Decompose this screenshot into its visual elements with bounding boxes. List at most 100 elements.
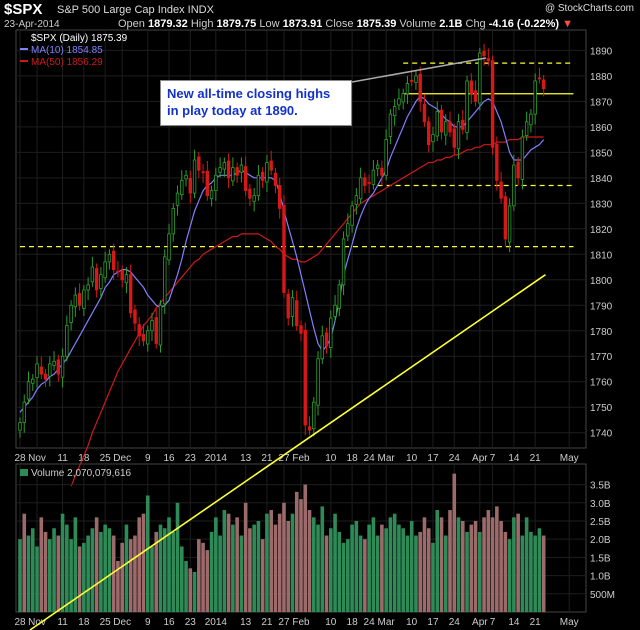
candle-body	[167, 233, 171, 261]
volume-bar	[35, 546, 39, 612]
candle-body	[414, 75, 418, 83]
volume-bar	[133, 535, 137, 612]
candle-body	[333, 304, 337, 317]
date-axis-label: 16	[163, 453, 175, 464]
candle-body	[48, 363, 52, 377]
candle-body	[354, 195, 359, 205]
candle-body	[350, 205, 354, 226]
date-axis-label: 9	[145, 453, 151, 464]
candle-body	[18, 422, 22, 431]
candle-body	[260, 171, 265, 181]
candle-body	[201, 171, 205, 174]
volume-bar	[316, 524, 320, 612]
volume-bar	[77, 546, 82, 612]
open-label: Open	[118, 18, 145, 30]
candle-body	[435, 111, 439, 137]
candle-body	[35, 363, 39, 379]
date-axis-label: 18	[347, 617, 359, 628]
volume-bar	[235, 517, 239, 612]
price-axis-label: 1770	[590, 352, 613, 363]
candle-body	[26, 381, 31, 400]
date-axis-label: 13	[240, 617, 252, 628]
volume-bar	[30, 528, 35, 612]
volume-bar	[222, 510, 227, 612]
volume-bar	[90, 528, 95, 612]
date-axis-label: 10	[325, 617, 337, 628]
volume-bar	[269, 510, 273, 612]
volume-bar	[541, 535, 546, 612]
price-axis-label: 1860	[590, 123, 613, 134]
trendline	[29, 274, 546, 630]
candle-body	[124, 274, 129, 284]
volume-bar	[358, 535, 363, 612]
candle-body	[346, 223, 350, 237]
price-axis-label: 1820	[590, 225, 613, 236]
symbol-title: $SPX	[4, 1, 43, 18]
price-axis-label: 1800	[590, 276, 613, 287]
volume-bar	[282, 502, 286, 612]
candle-body	[397, 98, 401, 106]
candle-body	[312, 401, 316, 430]
candle-body	[248, 188, 252, 199]
date-axis-label: 7	[490, 617, 496, 628]
candle-body	[94, 268, 99, 291]
candle-body	[307, 426, 312, 431]
candle-body	[39, 366, 43, 375]
volume-bar	[401, 528, 405, 612]
candle-body	[503, 196, 508, 240]
volume-bar	[320, 506, 325, 612]
candle-body	[175, 192, 180, 206]
date-axis-label: 23	[185, 617, 197, 628]
date-axis-label: Nov	[28, 617, 46, 628]
candle-body	[465, 80, 469, 133]
volume-axis-label: 2.0B	[590, 535, 611, 546]
volume-bar	[218, 535, 222, 612]
candle-body	[103, 261, 107, 279]
candle-body	[533, 80, 537, 115]
date-axis-label: 13	[240, 453, 252, 464]
volume-bar	[94, 517, 99, 612]
volume-bar	[56, 535, 61, 612]
candle-body	[128, 274, 133, 314]
date-axis-label: 7	[490, 453, 496, 464]
volume-bar	[384, 528, 388, 612]
price-axis-label: 1780	[590, 327, 613, 338]
candle-body	[537, 77, 542, 80]
date-axis-label: 27	[278, 617, 290, 628]
volume-bar	[503, 531, 508, 612]
candle-body	[154, 317, 158, 344]
candle-body	[252, 195, 256, 202]
candle-body	[452, 128, 456, 148]
volume-bar	[341, 542, 346, 612]
candle-body	[86, 284, 90, 291]
chart-date: 23-Apr-2014	[4, 19, 60, 30]
volume-bar	[69, 539, 73, 612]
ohlc-readout: Open 1879.32 High 1879.75 Low 1873.91 Cl…	[118, 18, 573, 30]
candle-body	[363, 177, 367, 186]
volume-bar	[333, 513, 337, 612]
date-axis-label: 28	[14, 617, 26, 628]
volume-bar	[418, 531, 423, 612]
volume-bar	[482, 517, 486, 612]
date-axis-label: 21	[261, 453, 273, 464]
candle-body	[409, 80, 414, 82]
volume-bar	[392, 513, 397, 612]
candle-body	[473, 90, 478, 102]
volume-bar	[22, 513, 27, 612]
candle-body	[290, 297, 295, 317]
open-value: 1879.32	[147, 18, 188, 30]
volume-bar	[52, 528, 56, 612]
price-axis-label: 1840	[590, 174, 613, 185]
date-axis-label: Feb	[292, 453, 310, 464]
date-axis-label: 11	[57, 453, 68, 464]
volume-bar	[205, 550, 210, 612]
volume-bar	[137, 517, 142, 612]
ma10-line	[19, 95, 545, 413]
volume-bar	[311, 517, 316, 612]
candle-body	[422, 104, 427, 123]
price-axis-label: 1740	[590, 429, 613, 440]
candle-body	[171, 208, 175, 235]
candle-body	[99, 274, 103, 289]
price-axis-label: 1810	[590, 250, 613, 261]
